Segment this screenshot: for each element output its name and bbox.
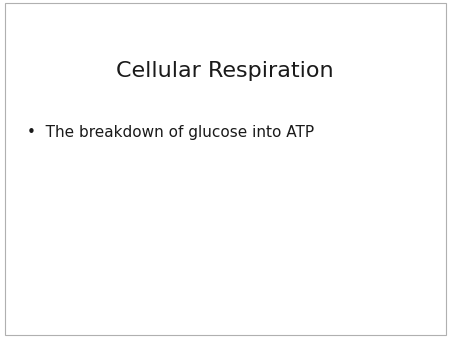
Text: •  The breakdown of glucose into ATP: • The breakdown of glucose into ATP [27, 125, 314, 140]
Text: Cellular Respiration: Cellular Respiration [116, 61, 334, 81]
